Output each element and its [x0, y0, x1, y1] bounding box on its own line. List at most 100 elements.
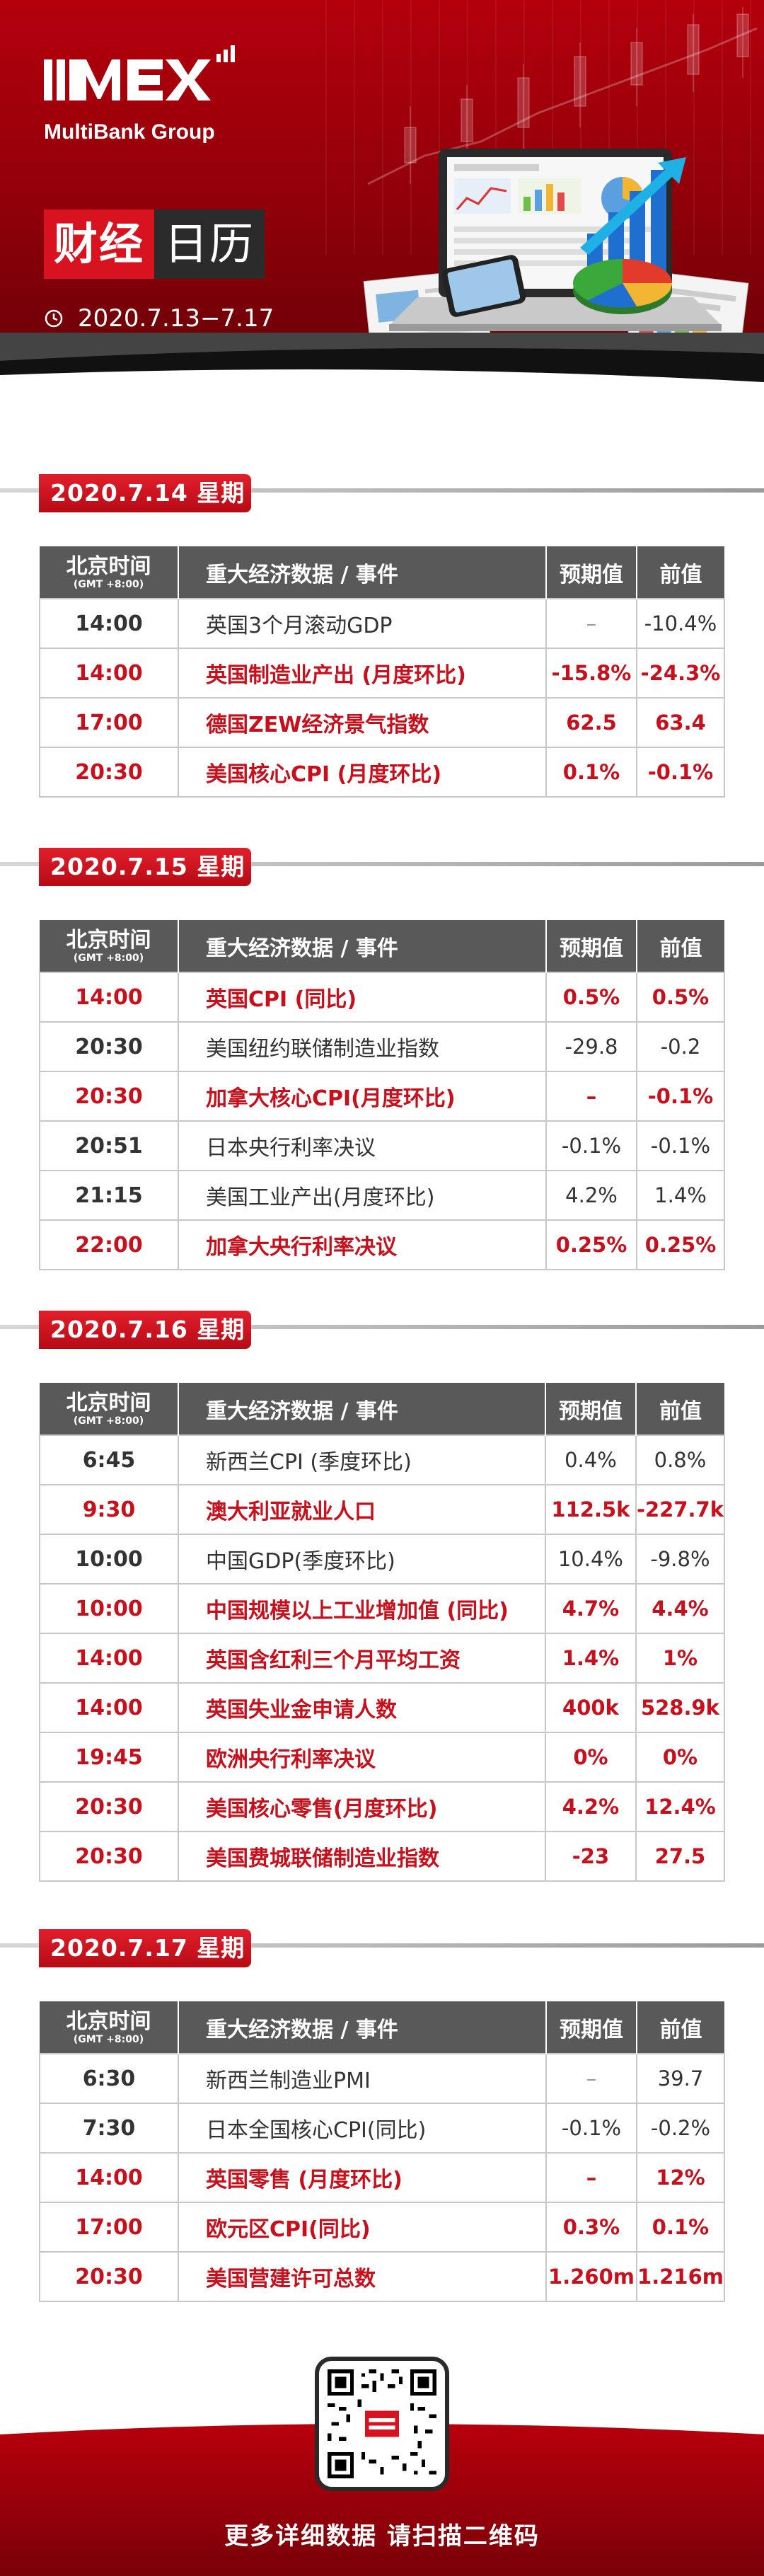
table-row: 6:30 新西兰制造业PMI – 39.7: [39, 2053, 725, 2104]
table-row: 20:30 美国核心零售(月度环比) 4.2% 12.4%: [39, 1781, 726, 1832]
row-time: 14:00: [39, 1682, 179, 1733]
header-previous: 前值: [637, 546, 724, 599]
calendar-table: 北京时间 (GMT +8:00) 重大经济数据 / 事件 预期值 前值 14:0…: [39, 546, 725, 798]
row-previous: 12%: [636, 2152, 725, 2203]
day-divider: [0, 862, 764, 866]
row-time: 6:45: [39, 1434, 179, 1485]
row-event: 英国制造业产出 (月度环比): [178, 648, 547, 698]
header-expected: 预期值: [546, 2001, 637, 2054]
row-event: 英国3个月滚动GDP: [178, 598, 547, 649]
header-time: 北京时间 (GMT +8:00): [40, 1383, 179, 1435]
header-time-zone: (GMT +8:00): [73, 952, 144, 964]
row-expected: 62.5: [545, 697, 637, 748]
row-previous: -0.1%: [636, 747, 725, 798]
table-row: 21:15 美国工业产出(月度环比) 4.2% 1.4%: [39, 1170, 725, 1221]
table-header-row: 北京时间 (GMT +8:00) 重大经济数据 / 事件 预期值 前值: [40, 2001, 724, 2054]
row-time: 19:45: [39, 1732, 179, 1783]
row-expected: 4.2%: [545, 1170, 637, 1221]
table-header-row: 北京时间 (GMT +8:00) 重大经济数据 / 事件 预期值 前值: [40, 1383, 724, 1435]
table-row: 10:00 中国GDP(季度环比) 10.4% -9.8%: [39, 1534, 726, 1585]
day-label: 2020.7.17 星期五: [39, 1929, 251, 2000]
qr-code[interactable]: [315, 2357, 449, 2491]
row-previous: -9.8%: [635, 1534, 726, 1585]
header-wave-decoration: [0, 333, 764, 396]
row-expected: 112.5k: [544, 1484, 637, 1535]
row-expected: 1.260m: [545, 2251, 637, 2302]
row-time: 7:30: [39, 2103, 179, 2154]
row-time: 14:00: [39, 598, 179, 649]
row-event: 中国GDP(季度环比): [178, 1534, 546, 1585]
date-range: 2020.7.13−7.17: [44, 304, 274, 333]
table-row: 20:30 美国营建许可总数 1.260m 1.216m: [39, 2251, 725, 2302]
header-event: 重大经济数据 / 事件: [178, 2001, 547, 2054]
day-header: 2020.7.14 星期二: [0, 474, 764, 545]
day-divider: [0, 1325, 764, 1329]
row-expected: 1.4%: [544, 1633, 637, 1684]
table-header-row: 北京时间 (GMT +8:00) 重大经济数据 / 事件 预期值 前值: [40, 920, 724, 972]
header-previous: 前值: [635, 1383, 724, 1435]
row-time: 9:30: [39, 1484, 179, 1535]
row-previous: 1.4%: [636, 1170, 725, 1221]
row-time: 20:51: [39, 1120, 179, 1171]
row-time: 14:00: [39, 2152, 179, 2203]
row-event: 美国营建许可总数: [178, 2251, 547, 2302]
table-header-row: 北京时间 (GMT +8:00) 重大经济数据 / 事件 预期值 前值: [40, 546, 724, 599]
calendar-table: 北京时间 (GMT +8:00) 重大经济数据 / 事件 预期值 前值 6:30…: [39, 2001, 725, 2302]
row-previous: 27.5: [635, 1831, 726, 1882]
row-time: 14:00: [39, 972, 179, 1023]
table-row: 14:00 英国3个月滚动GDP – -10.4%: [39, 598, 725, 649]
calendar-table: 北京时间 (GMT +8:00) 重大经济数据 / 事件 预期值 前值 14:0…: [39, 920, 725, 1270]
row-event: 欧洲央行利率决议: [178, 1732, 546, 1783]
header-time: 北京时间 (GMT +8:00): [40, 546, 179, 599]
row-event: 英国含红利三个月平均工资: [178, 1633, 546, 1684]
day-label: 2020.7.15 星期三: [39, 848, 251, 919]
header-previous: 前值: [637, 2001, 724, 2054]
row-previous: 39.7: [636, 2053, 725, 2104]
row-expected: 0.4%: [544, 1434, 637, 1485]
row-expected: 10.4%: [544, 1534, 637, 1585]
table-row: 14:00 英国零售 (月度环比) – 12%: [39, 2152, 725, 2203]
row-event: 英国CPI (同比): [178, 972, 547, 1023]
day-header: 2020.7.17 星期五: [0, 1929, 764, 2000]
row-expected: 0.3%: [545, 2202, 637, 2253]
title-part-finance: 财经: [44, 209, 155, 279]
day-header: 2020.7.15 星期三: [0, 848, 764, 919]
row-previous: -227.7k: [635, 1484, 726, 1535]
table-row: 17:00 德国ZEW经济景气指数 62.5 63.4: [39, 697, 725, 748]
header-expected: 预期值: [545, 1383, 637, 1435]
header-time-label: 北京时间: [66, 927, 151, 953]
row-previous: 4.4%: [635, 1583, 726, 1634]
row-time: 22:00: [39, 1219, 179, 1270]
row-event: 美国核心CPI (月度环比): [178, 747, 547, 798]
row-previous: -24.3%: [636, 648, 725, 698]
header-time-zone: (GMT +8:00): [73, 578, 144, 590]
header-time-label: 北京时间: [66, 1390, 151, 1415]
page-title: 财经 日历: [44, 209, 265, 279]
row-event: 美国纽约联储制造业指数: [178, 1021, 547, 1072]
row-event: 德国ZEW经济景气指数: [178, 697, 547, 748]
brand-group-name: MultiBank Group: [44, 120, 215, 144]
row-expected: –: [545, 2152, 637, 2203]
row-expected: 0.1%: [545, 747, 637, 798]
row-previous: 0.25%: [636, 1219, 725, 1270]
row-expected: 4.7%: [544, 1583, 637, 1634]
row-previous: -0.1%: [636, 1071, 725, 1122]
row-previous: -0.2: [636, 1021, 725, 1072]
header-time-label: 北京时间: [66, 553, 151, 579]
row-previous: 528.9k: [635, 1682, 726, 1733]
row-time: 20:30: [39, 747, 179, 798]
table-row: 22:00 加拿大央行利率决议 0.25% 0.25%: [39, 1219, 725, 1270]
header-time: 北京时间 (GMT +8:00): [40, 920, 179, 972]
header-event: 重大经济数据 / 事件: [178, 1383, 546, 1435]
row-time: 17:00: [39, 697, 179, 748]
table-row: 14:00 英国CPI (同比) 0.5% 0.5%: [39, 972, 725, 1023]
row-time: 6:30: [39, 2053, 179, 2104]
row-previous: 1.216m: [636, 2251, 725, 2302]
table-row: 20:51 日本央行利率决议 -0.1% -0.1%: [39, 1120, 725, 1171]
candlestick-decoration: [367, 7, 758, 185]
row-previous: 0.5%: [636, 972, 725, 1023]
table-row: 9:30 澳大利亚就业人口 112.5k -227.7k: [39, 1484, 726, 1535]
row-expected: –: [545, 598, 637, 649]
row-event: 日本全国核心CPI(同比): [178, 2103, 547, 2154]
header-expected: 预期值: [546, 546, 637, 599]
